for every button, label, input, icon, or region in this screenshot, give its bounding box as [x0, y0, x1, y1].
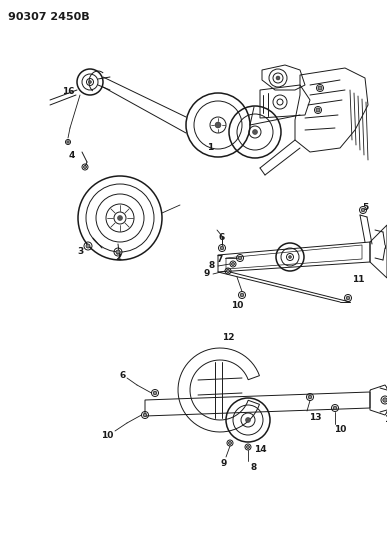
Circle shape [116, 250, 120, 254]
Circle shape [333, 406, 337, 410]
Text: 90307 2450B: 90307 2450B [8, 12, 90, 22]
Text: 4: 4 [69, 150, 75, 159]
Text: 3: 3 [77, 247, 83, 256]
Polygon shape [178, 348, 259, 432]
Circle shape [153, 391, 157, 395]
Text: 8: 8 [251, 463, 257, 472]
Circle shape [318, 86, 322, 90]
Text: 5: 5 [362, 203, 368, 212]
Circle shape [245, 417, 250, 423]
Circle shape [220, 246, 224, 250]
Circle shape [226, 270, 229, 272]
Circle shape [346, 296, 350, 300]
Text: 10: 10 [231, 302, 243, 311]
Text: 15: 15 [384, 416, 387, 424]
Text: 13: 13 [309, 413, 321, 422]
Text: 7: 7 [217, 254, 223, 263]
Circle shape [228, 441, 231, 445]
Circle shape [89, 80, 91, 84]
Circle shape [247, 446, 250, 448]
Circle shape [361, 208, 365, 212]
Text: 8: 8 [209, 261, 215, 270]
Text: 9: 9 [204, 269, 210, 278]
Circle shape [67, 141, 69, 143]
Circle shape [288, 255, 291, 259]
Text: 6: 6 [120, 370, 126, 379]
Text: 12: 12 [222, 334, 234, 343]
Circle shape [240, 293, 244, 297]
Circle shape [143, 413, 147, 417]
Circle shape [308, 395, 312, 399]
Text: 1: 1 [207, 143, 213, 152]
Circle shape [252, 130, 257, 134]
Circle shape [383, 398, 387, 402]
Circle shape [86, 244, 90, 248]
Circle shape [118, 215, 123, 221]
Text: 10: 10 [334, 425, 346, 434]
Circle shape [84, 166, 87, 168]
Text: 11: 11 [352, 276, 364, 285]
Text: 16: 16 [62, 87, 74, 96]
Text: 2: 2 [115, 254, 121, 262]
Circle shape [276, 76, 280, 80]
Circle shape [231, 262, 235, 265]
Text: 14: 14 [254, 446, 266, 455]
Text: 9: 9 [221, 458, 227, 467]
Circle shape [316, 108, 320, 112]
Circle shape [215, 122, 221, 128]
Circle shape [238, 256, 242, 260]
Text: 10: 10 [101, 431, 113, 440]
Text: 6: 6 [219, 232, 225, 241]
